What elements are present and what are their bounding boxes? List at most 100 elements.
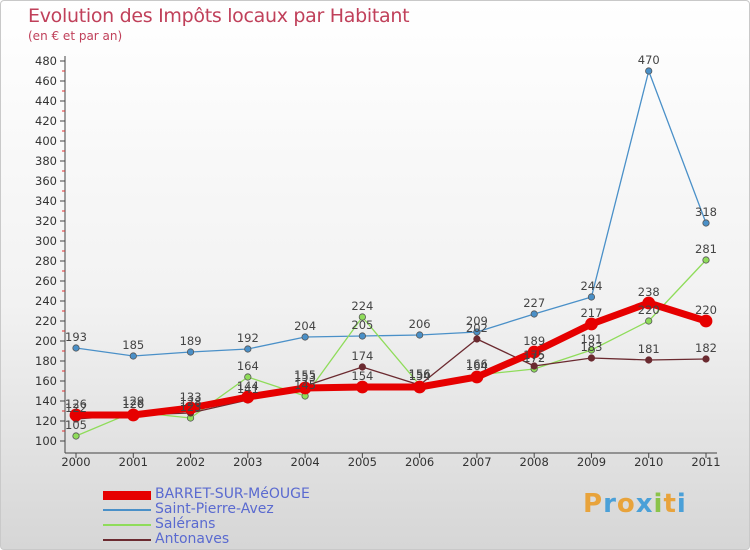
data-point [527,345,541,359]
logo-letter: t [663,489,677,519]
data-label: 126 [122,397,144,411]
data-label: 174 [351,349,373,363]
data-label: 281 [695,242,717,256]
data-point [413,380,427,394]
data-point [470,370,484,384]
y-tick-label: 300 [35,234,57,248]
logo-letter: i [676,489,687,519]
legend-item: Saint-Pierre-Avez [103,502,343,517]
y-tick-label: 460 [35,74,57,88]
series-line-barret-sur-m-ouge [76,299,708,419]
y-tick-label: 200 [35,334,57,348]
data-label: 123 [180,400,202,414]
data-point [126,408,140,422]
data-point [587,346,596,354]
data-point [358,332,366,340]
data-label: 145 [294,378,316,392]
legend-item: Salérans [103,517,343,532]
y-tick-label: 400 [35,134,57,148]
data-label: 154 [409,369,431,383]
x-tick-label: 2005 [348,455,377,469]
x-tick-label: 2008 [520,455,549,469]
data-label: 133 [180,390,202,404]
data-point [530,362,538,370]
data-point [416,331,424,339]
data-point [645,356,653,364]
series-line-sal-rans [75,259,707,437]
x-tick-label: 2007 [462,455,491,469]
data-point [702,256,710,264]
chart-title: Evolution des Impôts locaux par Habitant [28,5,410,27]
x-tick-label: 2010 [634,455,663,469]
data-point [702,219,710,227]
legend-item: BARRET-SUR-MéOUGE [103,487,343,502]
data-label: 164 [237,359,259,373]
data-label: 164 [466,359,488,373]
x-tick-label: 2004 [290,455,319,469]
data-label: 227 [523,296,545,310]
x-tick-label: 2002 [176,455,205,469]
data-label: 217 [580,306,602,320]
proxiti-logo: Proxiti [583,489,687,519]
data-label: 193 [65,330,87,344]
legend-label: Salérans [155,516,216,532]
data-point [186,348,195,356]
data-point [702,355,710,363]
y-tick-label: 280 [35,254,57,268]
x-tick-label: 2011 [691,455,720,469]
series-saint-pierre-avez [72,67,710,360]
x-tick-label: 2006 [405,455,434,469]
data-point [72,432,80,440]
legend-swatch [103,509,151,511]
data-label: 128 [180,395,202,409]
data-label: 191 [580,332,602,346]
data-label: 153 [294,370,316,384]
data-point [645,67,653,75]
y-tick-label: 120 [35,414,57,428]
y-tick-label: 340 [35,194,57,208]
data-label: 144 [237,379,259,393]
y-tick-label: 240 [35,294,57,308]
x-tick-label: 2000 [61,455,90,469]
data-label: 129 [122,394,144,408]
data-point [355,380,369,394]
data-label: 105 [65,418,87,432]
data-label: 182 [695,341,717,355]
data-point [358,363,366,371]
data-label: 141 [237,382,259,396]
legend-label: Antonaves [155,531,230,547]
data-label: 181 [638,342,660,356]
data-point [244,345,252,353]
y-tick-label: 220 [35,314,57,328]
data-point [645,317,653,325]
data-point [241,390,255,404]
series-line-antonaves [75,338,707,420]
y-tick-label: 160 [35,374,57,388]
data-point [184,401,197,415]
x-tick-label: 2001 [119,455,148,469]
y-tick-label: 360 [35,174,57,188]
logo-letter: o [616,489,636,519]
data-label: 192 [237,331,259,345]
data-label: 206 [409,317,431,331]
data-label: 154 [351,369,373,383]
y-tick-label: 320 [35,214,57,228]
legend-label: BARRET-SUR-MéOUGE [155,486,310,502]
y-tick-label: 380 [35,154,57,168]
logo-letter: P [583,489,604,519]
data-point [244,373,252,381]
data-label: 155 [294,368,316,382]
data-label: 204 [294,319,316,333]
data-label: 189 [523,334,545,348]
chart-subtitle: (en € et par an) [28,29,123,43]
data-label: 224 [351,299,373,313]
data-point [69,408,83,422]
y-tick-label: 440 [35,94,57,108]
logo-letter: i [653,489,664,519]
data-label: 244 [580,279,602,293]
data-point [473,328,481,336]
data-label: 166 [466,357,488,371]
x-tick-label: 2009 [577,455,606,469]
